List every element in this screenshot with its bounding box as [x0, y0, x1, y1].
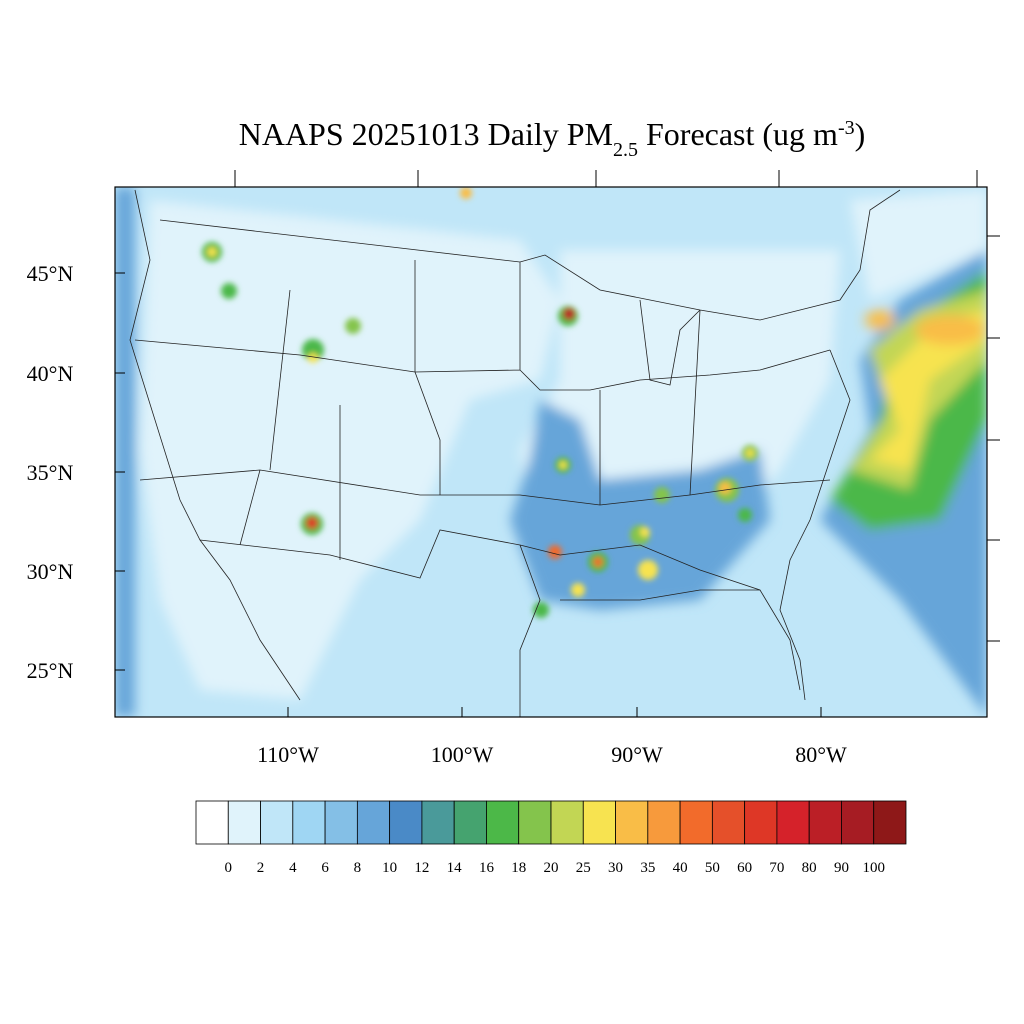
- colorbar-box: [582, 800, 616, 845]
- colorbar: 0 2 4 6 8 10 12 14 16 18 20 25 30 35 40 50 60 70 80 90 100: [195, 800, 907, 876]
- colorbar-box: [260, 800, 294, 845]
- concentration-field: [115, 187, 987, 717]
- colorbar-label: 4: [289, 860, 297, 876]
- colorbar-label: 18: [511, 860, 526, 876]
- map-axes: 45°N 40°N 35°N 30°N 25°N 110°W 100°W 90°W 80°W: [27, 170, 1000, 767]
- lon-label: 110°W: [257, 742, 319, 767]
- state-borders: [129, 189, 901, 717]
- hotspots: [202, 187, 758, 618]
- colorbar-label: 70: [769, 860, 784, 876]
- colorbar-box: [615, 800, 649, 845]
- colorbar-box: [227, 800, 261, 845]
- colorbar-label: 30: [608, 860, 623, 876]
- colorbar-label: 25: [576, 860, 591, 876]
- colorbar-box: [711, 800, 746, 845]
- lat-label: 35°N: [27, 460, 74, 485]
- map-field: [115, 187, 987, 717]
- title-mid: Forecast (ug m: [638, 116, 838, 152]
- lat-label: 30°N: [27, 559, 74, 584]
- colorbar-label: 80: [802, 860, 817, 876]
- colorbar-box: [195, 800, 229, 845]
- lon-label: 80°W: [795, 742, 847, 767]
- colorbar-box: [744, 800, 778, 845]
- title-end: ): [855, 116, 866, 152]
- colorbar-label: 60: [737, 860, 752, 876]
- colorbar-box: [776, 800, 810, 845]
- colorbar-box: [453, 800, 487, 845]
- colorbar-box: [873, 800, 907, 845]
- colorbar-box: [550, 800, 584, 845]
- colorbar-label: 2: [257, 860, 265, 876]
- colorbar-box: [841, 800, 875, 845]
- colorbar-box: [356, 800, 391, 845]
- colorbar-label: 0: [225, 860, 233, 876]
- colorbar-label: 12: [414, 860, 429, 876]
- colorbar-label: 10: [382, 860, 397, 876]
- colorbar-box: [679, 800, 713, 845]
- colorbar-box: [518, 800, 552, 845]
- colorbar-label: 14: [447, 860, 463, 876]
- lon-label: 90°W: [611, 742, 663, 767]
- lat-label: 40°N: [27, 361, 74, 386]
- colorbar-box: [421, 800, 455, 845]
- colorbar-box: [389, 800, 423, 845]
- colorbar-label: 100: [862, 860, 885, 876]
- colorbar-label: 8: [354, 860, 362, 876]
- colorbar-label: 90: [834, 860, 849, 876]
- colorbar-label: 40: [673, 860, 688, 876]
- colorbar-label: 6: [321, 860, 329, 876]
- colorbar-label: 20: [544, 860, 559, 876]
- colorbar-box: [292, 800, 326, 845]
- title-sup: -3: [838, 117, 855, 139]
- colorbar-box: [486, 800, 520, 845]
- lat-label: 45°N: [27, 261, 74, 286]
- colorbar-label: 50: [705, 860, 720, 876]
- title-main: NAAPS 20251013 Daily PM: [239, 116, 613, 152]
- title-sub: 2.5: [613, 139, 638, 161]
- title: NAAPS 20251013 Daily PM2.5 Forecast (ug …: [239, 116, 866, 161]
- colorbar-box: [808, 800, 842, 845]
- lat-label: 25°N: [27, 658, 74, 683]
- colorbar-label: 16: [479, 860, 495, 876]
- map-frame: [114, 186, 988, 718]
- colorbar-box: [647, 800, 681, 845]
- colorbar-box: [324, 800, 358, 845]
- colorbar-label: 35: [640, 860, 655, 876]
- lon-label: 100°W: [431, 742, 494, 767]
